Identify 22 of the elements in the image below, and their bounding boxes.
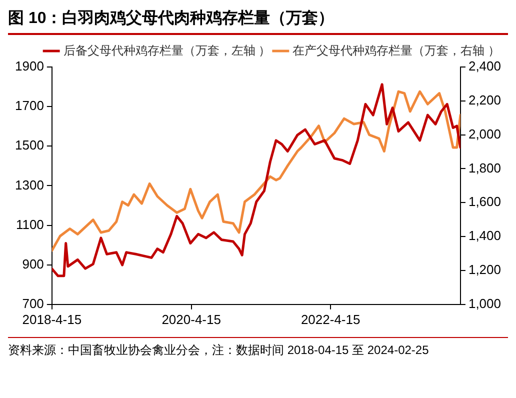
y-tick-label: 1900 <box>15 58 44 74</box>
y2-tick-label: 1,800 <box>468 160 502 176</box>
chart-title: 图 10：白羽肉鸡父母代肉种鸡存栏量（万套） <box>8 8 508 35</box>
y2-tick-label: 1,000 <box>468 296 502 311</box>
x-tick-label: 2018-4-15 <box>22 312 82 327</box>
y-tick-label: 1300 <box>15 177 44 192</box>
text: 资料来源：中国畜牧业协会禽业分会，注：数据时间 2018-04-15 至 2024-02-25 <box>8 342 430 359</box>
y2-tick-label: 2,200 <box>468 92 502 108</box>
y-tick-label: 1500 <box>15 138 44 153</box>
legend-label: 后备父母代种鸡存栏量（万套，左轴 ） <box>63 43 271 58</box>
x-tick-label: 2020-4-15 <box>162 312 221 327</box>
y2-tick-label: 2,400 <box>468 58 502 74</box>
x-tick-label: 2022-4-15 <box>300 312 360 327</box>
y-tick-label: 1100 <box>16 216 44 232</box>
y2-tick-label: 2,000 <box>468 126 502 142</box>
y2-tick-label: 1,200 <box>468 262 502 278</box>
y-tick-label: 1700 <box>15 98 44 114</box>
y2-tick-label: 1,400 <box>468 228 502 244</box>
legend-label: 在产父母代种鸡存栏量（万套，右轴 ） <box>292 43 500 58</box>
y2-tick-label: 1,600 <box>468 194 502 210</box>
y-tick-label: 900 <box>22 256 44 272</box>
y-tick-label: 700 <box>22 296 44 311</box>
